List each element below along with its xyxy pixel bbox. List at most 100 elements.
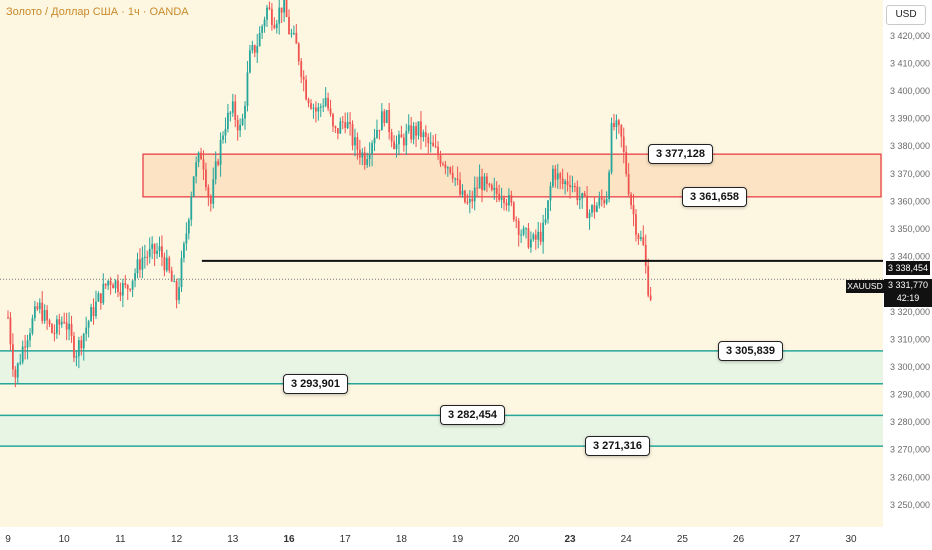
candle-body-15	[43, 310, 46, 321]
candle-body-137	[341, 121, 344, 123]
candle-body-175	[434, 146, 437, 148]
candle-body-111	[278, 7, 281, 24]
candle-body-128	[319, 106, 322, 108]
candle-body-206	[510, 195, 513, 203]
candle-body-66	[168, 257, 171, 271]
candle-body-100	[251, 45, 254, 51]
price-axis[interactable]	[883, 0, 932, 550]
candle-body-251	[620, 124, 623, 137]
candles-layer	[7, 0, 652, 388]
candle-body-13	[38, 302, 41, 310]
candle-body-109	[273, 24, 276, 29]
candle-body-205	[508, 195, 510, 206]
candle-body-193	[478, 176, 481, 189]
candle-body-84	[212, 179, 215, 204]
candle-body-2	[11, 344, 14, 370]
candle-body-17	[48, 320, 51, 325]
candle-body-257	[635, 214, 637, 235]
candle-body-201	[498, 193, 501, 200]
candle-body-93	[234, 101, 237, 120]
candle-body-62	[158, 246, 161, 251]
candle-body-122	[305, 79, 308, 100]
zone-price-pill: 3 293,901	[283, 373, 348, 394]
candle-body-46	[119, 291, 122, 296]
candle-body-248	[613, 123, 615, 128]
zone-price-pill: 3 361,658	[682, 186, 747, 207]
candle-body-22	[60, 321, 63, 325]
candle-body-228	[564, 181, 567, 185]
candle-body-249	[615, 120, 618, 128]
candle-body-130	[324, 97, 327, 106]
candle-body-235	[581, 193, 584, 199]
candle-body-110	[275, 23, 278, 29]
candle-body-160	[398, 134, 400, 145]
candle-body-129	[322, 105, 325, 107]
currency-button[interactable]: USD	[886, 5, 926, 25]
candle-body-39	[102, 283, 105, 304]
candle-body-172	[427, 136, 430, 144]
candle-body-158	[393, 141, 395, 150]
candle-body-64	[163, 257, 166, 271]
candle-body-170	[422, 132, 425, 138]
candle-body-256	[632, 205, 635, 215]
candle-body-173	[429, 142, 432, 144]
candle-body-161	[400, 134, 403, 138]
candle-body-169	[420, 121, 422, 138]
candle-body-63	[161, 246, 163, 258]
candle-body-220	[544, 219, 547, 223]
candle-body-28	[75, 356, 78, 358]
candle-body-33	[87, 321, 90, 328]
candle-body-112	[280, 7, 283, 13]
candle-body-180	[446, 167, 449, 169]
candle-body-215	[532, 234, 535, 240]
candle-body-58	[148, 248, 151, 257]
candle-body-19	[53, 332, 56, 334]
zones-layer	[0, 153, 883, 447]
candle-body-99	[249, 50, 251, 73]
candle-body-250	[617, 120, 620, 125]
candle-body-10	[31, 318, 34, 334]
candle-body-242	[598, 197, 601, 206]
candle-body-231	[571, 186, 574, 188]
candle-body-222	[549, 186, 552, 201]
candle-body-11	[33, 306, 36, 319]
candle-body-5	[19, 362, 22, 364]
horizontal-line-layer	[0, 259, 883, 280]
candle-body-48	[124, 283, 127, 286]
candle-body-244	[603, 199, 606, 204]
candle-body-261	[644, 244, 647, 267]
candle-body-174	[432, 142, 435, 147]
candle-body-0	[7, 317, 9, 319]
candle-body-187	[464, 190, 466, 203]
candle-body-98	[246, 72, 249, 106]
candle-body-51	[131, 280, 134, 290]
candle-body-194	[481, 176, 483, 191]
candle-body-118	[295, 32, 298, 44]
candle-body-229	[566, 181, 569, 185]
candle-body-65	[165, 257, 168, 271]
candle-body-156	[388, 109, 391, 133]
candle-body-230	[569, 184, 571, 188]
candle-body-31	[82, 333, 85, 349]
candle-body-241	[595, 205, 598, 212]
candle-body-74	[187, 219, 190, 234]
candle-body-49	[126, 285, 129, 290]
candle-body-12	[36, 306, 39, 310]
time-axis[interactable]	[0, 527, 883, 550]
candle-body-146	[363, 152, 366, 166]
candle-body-30	[80, 340, 83, 349]
candle-body-165	[410, 125, 413, 140]
candle-body-57	[146, 256, 149, 258]
candle-body-135	[336, 128, 339, 134]
candle-body-132	[329, 108, 332, 115]
candle-body-239	[591, 205, 593, 213]
candle-body-140	[349, 121, 351, 125]
candle-body-131	[327, 97, 329, 109]
candle-body-233	[576, 186, 579, 201]
candle-body-147	[366, 159, 369, 166]
candle-body-246	[608, 172, 610, 200]
candle-body-254	[627, 173, 630, 195]
candle-body-226	[559, 173, 562, 179]
